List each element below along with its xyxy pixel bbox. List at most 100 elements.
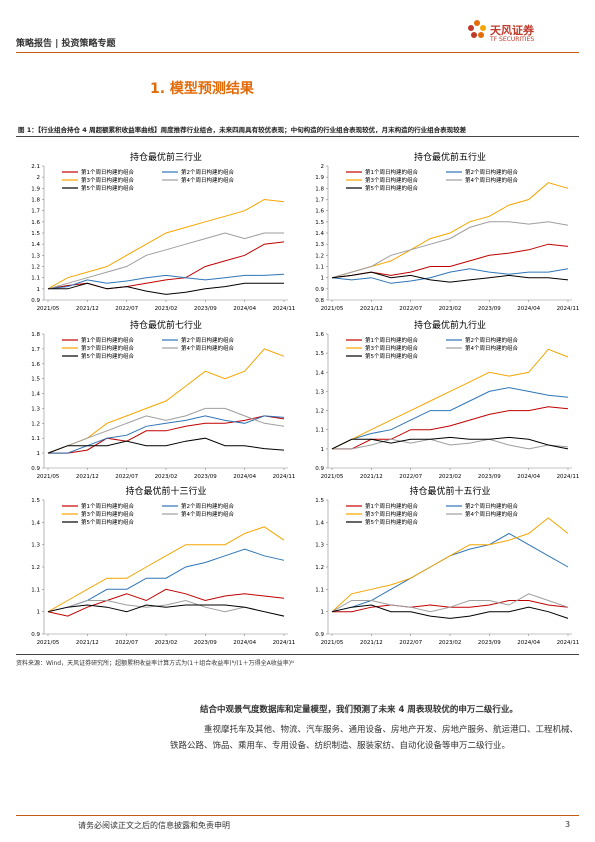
line-chart: 持仓最优前五行业 0.8 0.9 1 1.1 1.2 1.3 1.4 1.5 1.6 1.7 1.8 1… [315, 151, 580, 312]
series-line [47, 232, 284, 290]
header-title: 策略报告 | 投资策略专题 [16, 39, 116, 49]
y-tick-label: 1.7 [31, 347, 40, 353]
y-tick-label: 1.4 [31, 242, 40, 248]
y-tick-label: 1.3 [31, 543, 40, 549]
series-line [332, 406, 569, 450]
section-title: 1. 模型预测结果 [150, 81, 254, 97]
y-tick-label: 1 [321, 447, 325, 453]
y-tick-label: 1.4 [31, 392, 40, 398]
x-tick-label: 2024/04 [517, 640, 540, 646]
x-tick-label: 2021/05 [37, 474, 60, 480]
legend-label: 第3个周日构建的组合 [81, 510, 134, 518]
x-tick-label: 2021/12 [360, 306, 383, 312]
series-line [331, 268, 569, 284]
line-chart: 持仓最优前七行业 0.9 1 1.1 1.2 1.3 1.4 1.5 1.6 1.7 1.8 2021… [31, 319, 296, 480]
x-tick-label: 2023/09 [194, 306, 217, 312]
y-tick-label: 1.5 [315, 498, 324, 504]
y-tick-label: 1.6 [315, 209, 324, 215]
y-tick-label: 1.9 [31, 186, 40, 192]
legend-label: 第2个周日构建的组合 [181, 502, 234, 510]
y-tick-label: 1.4 [31, 520, 40, 526]
legend-label: 第2个周日构建的组合 [181, 168, 234, 176]
y-tick-label: 0.9 [315, 632, 324, 638]
legend-label: 第4个周日构建的组合 [465, 344, 518, 352]
x-tick-label: 2024/11 [273, 474, 296, 480]
y-tick-label: 1.1 [31, 587, 40, 593]
y-tick-label: 1.5 [315, 351, 324, 357]
legend-label: 第2个周日构建的组合 [181, 336, 234, 344]
y-tick-label: 1.3 [31, 253, 40, 259]
legend-label: 第1个周日构建的组合 [365, 336, 418, 344]
x-tick-label: 2022/07 [115, 306, 138, 312]
line-chart: 持仓最优前十五行业 0.9 1 1.1 1.2 1.3 1.4 1.5 2021/05 2021/… [315, 485, 580, 646]
x-tick-label: 2024/11 [557, 306, 580, 312]
series-line [331, 182, 569, 279]
legend-label: 第3个周日构建的组合 [81, 344, 134, 352]
y-tick-label: 1.8 [31, 332, 40, 338]
series-line [48, 415, 285, 454]
chart-title: 持仓最优前十五行业 [409, 485, 490, 497]
legend-label: 第2个周日构建的组合 [465, 502, 518, 510]
y-tick-label: 1.6 [31, 220, 40, 226]
y-tick-label: 1.8 [315, 186, 324, 192]
legend-label: 第3个周日构建的组合 [365, 176, 418, 184]
series-line [47, 526, 285, 613]
lead-text: 结合中观景气度数据库和定量模型，我们预测了未来 4 周表现较优的申万二级行业。 [200, 705, 518, 715]
source-rule [16, 654, 579, 655]
x-tick-label: 2023/09 [194, 640, 217, 646]
series-line [331, 436, 569, 450]
y-tick-label: 1.1 [31, 436, 40, 442]
y-tick-label: 1.2 [31, 265, 40, 271]
series-line [331, 517, 569, 613]
footer-note: 请务必阅读正文之后的信息披露和免责申明 [78, 821, 230, 830]
series-line [331, 604, 569, 619]
page-number: 3 [565, 820, 571, 829]
legend-label: 第5个周日构建的组合 [365, 518, 418, 526]
x-tick-label: 2021/05 [37, 640, 60, 646]
y-tick-label: 1 [321, 276, 325, 282]
y-tick-label: 1.3 [315, 242, 324, 248]
legend-label: 第3个周日构建的组合 [81, 176, 134, 184]
y-tick-label: 1.6 [31, 362, 40, 368]
x-tick-label: 2024/04 [233, 640, 256, 646]
x-tick-label: 2023/02 [439, 640, 462, 646]
series-line [47, 241, 285, 290]
y-tick-label: 1 [37, 287, 41, 293]
x-tick-label: 2021/12 [76, 640, 99, 646]
y-tick-label: 1.1 [315, 428, 324, 434]
x-tick-label: 2023/02 [439, 474, 462, 480]
x-tick-label: 2023/09 [194, 474, 217, 480]
x-tick-label: 2024/04 [517, 306, 540, 312]
x-tick-label: 2021/12 [360, 474, 383, 480]
legend-label: 第1个周日构建的组合 [365, 502, 418, 510]
legend-label: 第5个周日构建的组合 [81, 518, 134, 526]
y-tick-label: 1.2 [31, 565, 40, 571]
y-tick-label: 0.9 [315, 466, 324, 472]
legend-label: 第4个周日构建的组合 [465, 176, 518, 184]
y-tick-label: 1.1 [31, 276, 40, 282]
y-tick-label: 1.2 [315, 565, 324, 571]
x-tick-label: 2023/09 [478, 474, 501, 480]
series-line [47, 407, 285, 454]
line-chart: 持仓最优前三行业 0.9 1 1.1 1.2 1.3 1.4 1.5 1.6 1.7 1.8 1.9 2… [31, 151, 295, 312]
chart-title: 持仓最优前五行业 [414, 151, 486, 163]
legend-label: 第4个周日构建的组合 [465, 510, 518, 518]
y-tick-label: 1.2 [31, 421, 40, 427]
x-tick-label: 2024/04 [233, 306, 256, 312]
series-line [331, 593, 569, 613]
figure-caption: 图 1：【行业组合持仓 4 周超额累积收益率曲线】周度推荐行业组合，未来四周具有… [18, 126, 467, 134]
y-tick-label: 1.2 [315, 409, 324, 415]
x-tick-label: 2024/11 [557, 640, 580, 646]
y-tick-label: 1.9 [315, 175, 324, 181]
x-tick-label: 2021/05 [321, 474, 344, 480]
x-tick-label: 2024/11 [557, 474, 580, 480]
y-tick-label: 0.8 [315, 298, 324, 304]
x-tick-label: 2023/02 [155, 306, 178, 312]
body-text: 重视摩托车及其他、物流、汽车服务、通用设备、房地产开发、房地产服务、航运港口、工… [170, 725, 579, 751]
legend-label: 第2个周日构建的组合 [465, 168, 518, 176]
footer-rule [16, 815, 579, 816]
legend-label: 第1个周日构建的组合 [81, 502, 134, 510]
legend-label: 第5个周日构建的组合 [81, 184, 134, 192]
series-line [331, 221, 569, 279]
